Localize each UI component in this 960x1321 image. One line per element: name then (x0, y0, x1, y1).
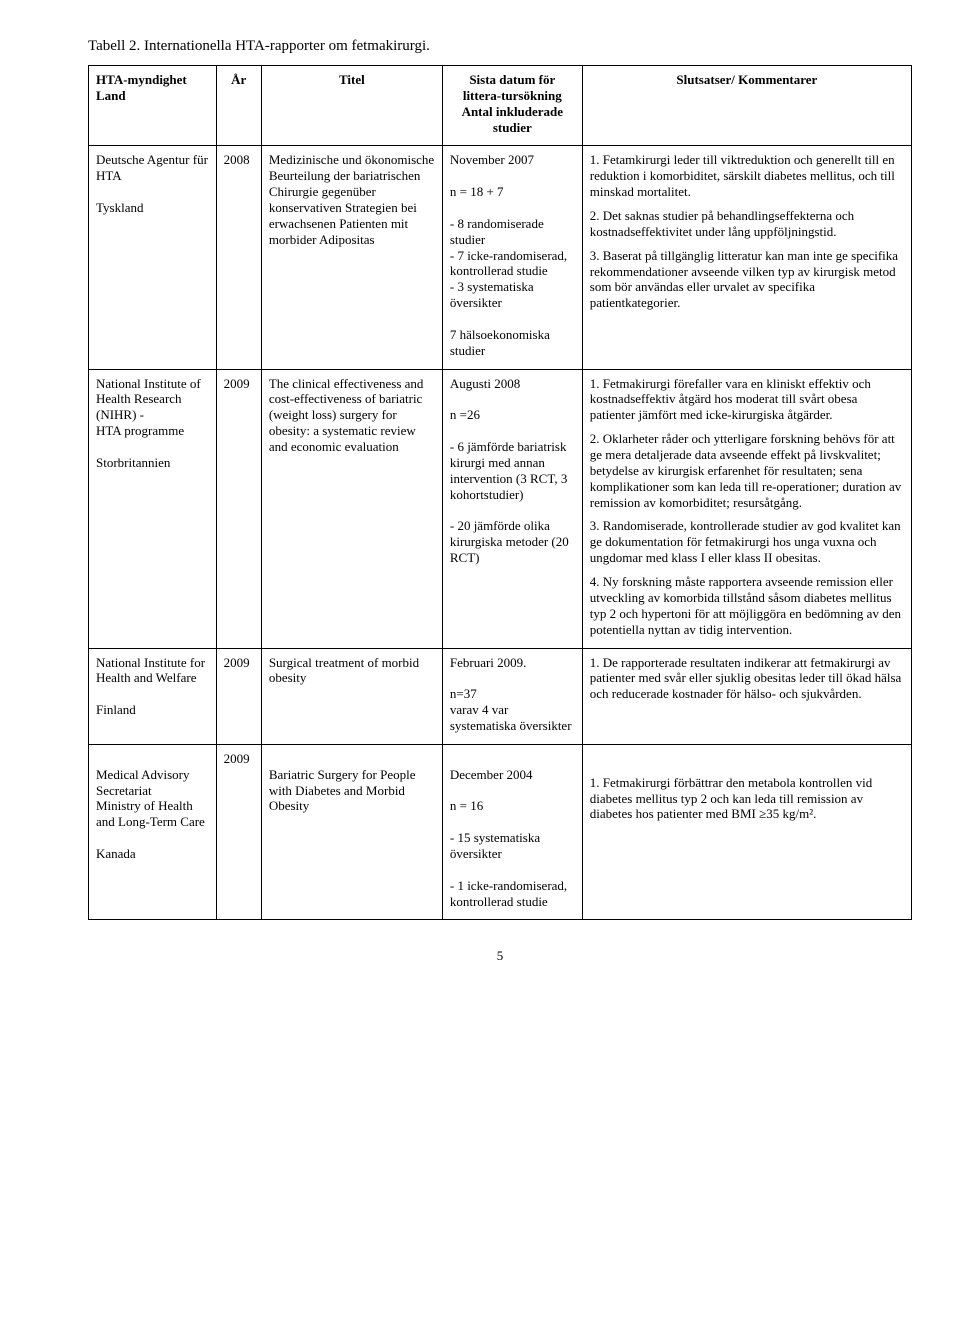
hta-reports-table: HTA-myndighet Land År Titel Sista datum … (88, 65, 912, 920)
cell-date: Augusti 2008 n =26 - 6 jämförde bariatri… (442, 369, 582, 648)
cell-comments: 1. Fetamkirurgi leder till viktreduktion… (582, 146, 911, 369)
col-header-agency: HTA-myndighet Land (89, 66, 217, 146)
cell-agency: Medical Advisory Secretariat Ministry of… (89, 744, 217, 920)
comment-paragraph: 3. Baserat på tillgänglig litteratur kan… (590, 248, 904, 311)
table-header-row: HTA-myndighet Land År Titel Sista datum … (89, 66, 912, 146)
cell-comments: 1. Fetmakirurgi förbättrar den metabola … (582, 744, 911, 920)
comment-paragraph: 1. De rapporterade resultaten indikerar … (590, 655, 904, 703)
cell-agency: Deutsche Agentur für HTA Tyskland (89, 146, 217, 369)
table-row: Medical Advisory Secretariat Ministry of… (89, 744, 912, 920)
cell-title: The clinical effectiveness and cost-effe… (261, 369, 442, 648)
cell-comments: 1. De rapporterade resultaten indikerar … (582, 648, 911, 744)
cell-agency: National Institute of Health Research (N… (89, 369, 217, 648)
cell-year: 2009 (216, 744, 261, 920)
col-header-year: År (216, 66, 261, 146)
table-caption: Tabell 2. Internationella HTA-rapporter … (88, 38, 912, 55)
cell-year: 2009 (216, 369, 261, 648)
comment-paragraph: 4. Ny forskning måste rapportera avseend… (590, 574, 904, 637)
cell-date: Februari 2009. n=37 varav 4 var systemat… (442, 648, 582, 744)
comment-paragraph: 1. Fetmakirurgi förefaller vara en klini… (590, 376, 904, 424)
cell-comments: 1. Fetmakirurgi förefaller vara en klini… (582, 369, 911, 648)
comment-paragraph: 1. Fetamkirurgi leder till viktreduktion… (590, 152, 904, 200)
cell-title: Medizinische und ökonomische Beurteilung… (261, 146, 442, 369)
cell-title: Surgical treatment of morbid obesity (261, 648, 442, 744)
cell-agency: National Institute for Health and Welfar… (89, 648, 217, 744)
cell-year: 2008 (216, 146, 261, 369)
page-number: 5 (88, 948, 912, 964)
col-header-date: Sista datum för littera-tursökning Antal… (442, 66, 582, 146)
cell-date: November 2007 n = 18 + 7 - 8 randomisera… (442, 146, 582, 369)
col-header-title: Titel (261, 66, 442, 146)
cell-year: 2009 (216, 648, 261, 744)
comment-paragraph: 2. Det saknas studier på behandlingseffe… (590, 208, 904, 240)
comment-paragraph (590, 751, 904, 767)
cell-date: December 2004 n = 16 - 15 systematiska ö… (442, 744, 582, 920)
col-header-comments: Slutsatser/ Kommentarer (582, 66, 911, 146)
comment-paragraph: 1. Fetmakirurgi förbättrar den metabola … (590, 775, 904, 823)
table-row: Deutsche Agentur für HTA Tyskland2008Med… (89, 146, 912, 369)
table-row: National Institute of Health Research (N… (89, 369, 912, 648)
cell-title: Bariatric Surgery for People with Diabet… (261, 744, 442, 920)
comment-paragraph: 2. Oklarheter råder och ytterligare fors… (590, 431, 904, 510)
comment-paragraph: 3. Randomiserade, kontrollerade studier … (590, 518, 904, 566)
table-row: National Institute for Health and Welfar… (89, 648, 912, 744)
